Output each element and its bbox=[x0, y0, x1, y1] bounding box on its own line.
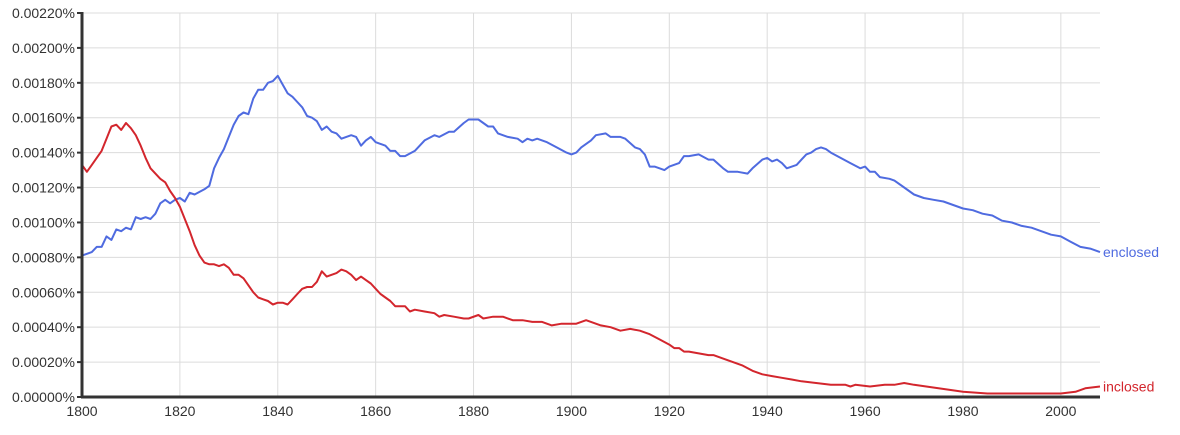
x-tick-label: 1960 bbox=[849, 403, 880, 419]
x-tick-label: 1920 bbox=[654, 403, 685, 419]
series-lines bbox=[81, 74, 1101, 395]
y-tick-label: 0.00200% bbox=[12, 40, 75, 56]
series-label-inclosed: inclosed bbox=[1103, 379, 1154, 395]
x-tick-label: 1880 bbox=[458, 403, 489, 419]
y-tick-label: 0.00080% bbox=[12, 249, 75, 265]
y-tick-label: 0.00040% bbox=[12, 319, 75, 335]
y-tick-label: 0.00100% bbox=[12, 214, 75, 230]
x-tick-label: 1840 bbox=[262, 403, 293, 419]
series-label-enclosed: enclosed bbox=[1103, 244, 1159, 260]
y-tick-label: 0.00120% bbox=[12, 180, 75, 196]
x-tick-label: 1860 bbox=[360, 403, 391, 419]
x-tick-label: 1940 bbox=[752, 403, 783, 419]
x-tick-label: 1800 bbox=[66, 403, 97, 419]
series-line-enclosed bbox=[81, 74, 1101, 257]
x-tick-label: 1820 bbox=[164, 403, 195, 419]
y-tick-label: 0.00000% bbox=[12, 389, 75, 405]
x-tick-label: 1980 bbox=[947, 403, 978, 419]
y-tick-label: 0.00020% bbox=[12, 354, 75, 370]
x-tick-label: 2000 bbox=[1045, 403, 1076, 419]
y-axis-ticks: 0.00000% 0.00020% 0.00040% 0.00060% 0.00080%… bbox=[12, 5, 82, 405]
y-tick-label: 0.00180% bbox=[12, 75, 75, 91]
y-tick-label: 0.00220% bbox=[12, 5, 75, 21]
y-tick-label: 0.00160% bbox=[12, 110, 75, 126]
y-tick-label: 0.00060% bbox=[12, 284, 75, 300]
x-axis-ticks: 1800 1820 1840 1860 1880 1900 1920 1940 1960 1980… bbox=[66, 403, 1076, 419]
x-tick-label: 1900 bbox=[556, 403, 587, 419]
y-tick-label: 0.00140% bbox=[12, 145, 75, 161]
series-line-inclosed bbox=[81, 122, 1101, 395]
axes bbox=[80, 12, 1100, 399]
series-labels: enclosed inclosed bbox=[1103, 244, 1159, 394]
grid bbox=[82, 12, 1100, 397]
